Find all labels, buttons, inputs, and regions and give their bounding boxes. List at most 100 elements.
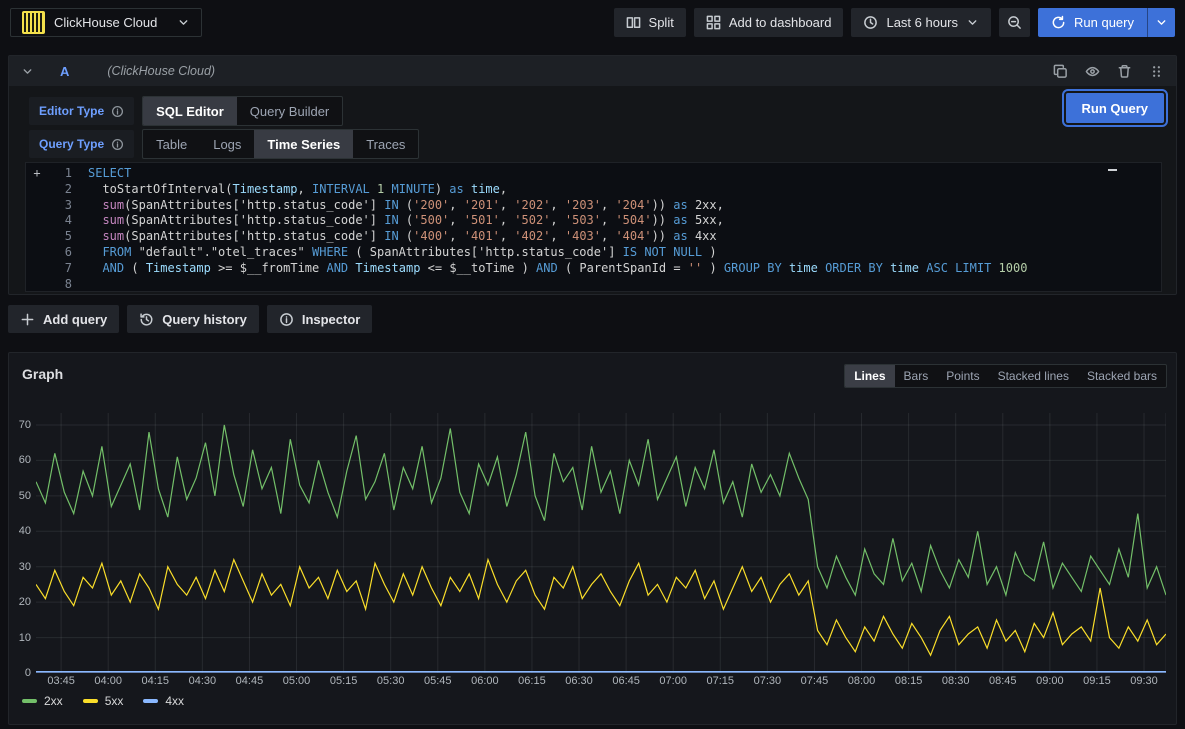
option-traces[interactable]: Traces — [353, 130, 418, 158]
sql-code-editor[interactable]: +1SELECT2 toStartOfInterval(Timestamp, I… — [25, 162, 1162, 292]
option-query-builder[interactable]: Query Builder — [237, 97, 342, 125]
apps-icon — [706, 15, 721, 30]
run-query-button[interactable]: Run query — [1038, 8, 1147, 37]
legend-item-5xx[interactable]: 5xx — [83, 694, 124, 708]
y-axis-tick-label: 70 — [9, 419, 31, 431]
gutter — [26, 213, 48, 229]
x-axis-tick-label: 07:45 — [792, 675, 836, 687]
code-text: sum(SpanAttributes['http.status_code'] I… — [88, 229, 717, 245]
x-axis-tick-label: 07:00 — [651, 675, 695, 687]
legend-swatch — [83, 699, 98, 703]
gutter — [26, 198, 48, 214]
code-text: sum(SpanAttributes['http.status_code'] I… — [88, 213, 724, 229]
history-icon — [139, 312, 154, 327]
y-axis-tick-label: 60 — [9, 454, 31, 466]
x-axis-tick-label: 09:00 — [1028, 675, 1072, 687]
code-line[interactable]: 3 sum(SpanAttributes['http.status_code']… — [26, 198, 1161, 214]
y-axis-tick-label: 30 — [9, 561, 31, 573]
zoom-out-button[interactable] — [999, 8, 1030, 37]
option-stacked-bars[interactable]: Stacked bars — [1078, 365, 1166, 387]
code-line[interactable]: 8 — [26, 277, 1161, 292]
editor-type-label-text: Editor Type — [39, 104, 104, 118]
add-query-label: Add query — [43, 312, 107, 327]
option-logs[interactable]: Logs — [200, 130, 254, 158]
x-axis-tick-label: 05:15 — [322, 675, 366, 687]
text-cursor — [1108, 169, 1117, 171]
x-axis-tick-label: 06:45 — [604, 675, 648, 687]
plus-icon — [20, 312, 35, 327]
code-line[interactable]: 5 sum(SpanAttributes['http.status_code']… — [26, 229, 1161, 245]
info-icon[interactable] — [111, 105, 124, 118]
code-line[interactable]: 2 toStartOfInterval(Timestamp, INTERVAL … — [26, 182, 1161, 198]
option-points[interactable]: Points — [937, 365, 988, 387]
code-line[interactable]: 4 sum(SpanAttributes['http.status_code']… — [26, 213, 1161, 229]
line-number: 2 — [48, 182, 88, 198]
graph-style-radio-group: LinesBarsPointsStacked linesStacked bars — [844, 364, 1167, 388]
info-circle-icon — [279, 312, 294, 327]
x-axis-tick-label: 08:15 — [887, 675, 931, 687]
chart-canvas[interactable] — [36, 407, 1166, 673]
code-line[interactable]: +1SELECT — [26, 166, 1161, 182]
explore-page: ClickHouse Cloud Split Add to dashboard … — [0, 0, 1185, 729]
query-row-header[interactable]: A (ClickHouse Cloud) — [9, 56, 1176, 86]
query-ref-id: A — [60, 64, 69, 79]
split-label: Split — [649, 15, 674, 30]
duplicate-query-icon[interactable] — [1053, 64, 1068, 79]
line-number: 5 — [48, 229, 88, 245]
option-bars[interactable]: Bars — [895, 365, 938, 387]
code-text: sum(SpanAttributes['http.status_code'] I… — [88, 198, 724, 214]
clickhouse-logo-icon — [22, 11, 45, 34]
legend-item-4xx[interactable]: 4xx — [143, 694, 184, 708]
gutter — [26, 182, 48, 198]
run-query-panel-button[interactable]: Run Query — [1066, 93, 1164, 123]
time-series-chart[interactable] — [36, 407, 1166, 673]
x-axis-tick-label: 07:30 — [745, 675, 789, 687]
time-range-picker[interactable]: Last 6 hours — [851, 8, 991, 37]
code-line[interactable]: 6 FROM "default"."otel_traces" WHERE ( S… — [26, 245, 1161, 261]
collapse-chevron-icon[interactable] — [21, 65, 34, 78]
x-axis-tick-label: 05:45 — [416, 675, 460, 687]
x-axis-tick-label: 03:45 — [39, 675, 83, 687]
code-line[interactable]: 7 AND ( Timestamp >= $__fromTime AND Tim… — [26, 261, 1161, 277]
x-axis-tick-label: 06:15 — [510, 675, 554, 687]
query-history-button[interactable]: Query history — [127, 305, 259, 333]
option-lines[interactable]: Lines — [845, 365, 894, 387]
sync-icon — [1051, 15, 1066, 30]
line-number: 1 — [48, 166, 88, 182]
datasource-name: ClickHouse Cloud — [54, 15, 157, 30]
add-query-button[interactable]: Add query — [8, 305, 119, 333]
option-sql-editor[interactable]: SQL Editor — [143, 97, 237, 125]
series-2xx — [36, 425, 1166, 595]
gutter — [26, 261, 48, 277]
y-axis-tick-label: 10 — [9, 632, 31, 644]
x-axis-tick-label: 09:30 — [1122, 675, 1166, 687]
option-stacked-lines[interactable]: Stacked lines — [989, 365, 1078, 387]
hide-query-eye-icon[interactable] — [1085, 64, 1100, 79]
inspector-button[interactable]: Inspector — [267, 305, 373, 333]
delete-query-trash-icon[interactable] — [1117, 64, 1132, 79]
run-query-split-button: Run query — [1038, 8, 1175, 37]
query-type-label-text: Query Type — [39, 137, 104, 151]
split-button[interactable]: Split — [614, 8, 686, 37]
drag-handle-icon[interactable] — [1149, 64, 1164, 79]
info-icon[interactable] — [111, 138, 124, 151]
add-line-icon: + — [26, 166, 48, 182]
add-to-dashboard-button[interactable]: Add to dashboard — [694, 8, 844, 37]
run-query-caret-button[interactable] — [1147, 8, 1175, 37]
query-type-radio-group: TableLogsTime SeriesTraces — [142, 129, 419, 159]
x-axis-tick-label: 08:00 — [840, 675, 884, 687]
query-datasource-hint: (ClickHouse Cloud) — [107, 64, 215, 78]
inspector-label: Inspector — [302, 312, 361, 327]
x-axis-tick-label: 04:15 — [133, 675, 177, 687]
x-axis-tick-label: 09:15 — [1075, 675, 1119, 687]
legend-item-2xx[interactable]: 2xx — [22, 694, 63, 708]
legend-label: 4xx — [165, 694, 184, 708]
query-history-label: Query history — [162, 312, 247, 327]
x-axis-tick-label: 05:30 — [369, 675, 413, 687]
option-time-series[interactable]: Time Series — [254, 130, 353, 158]
datasource-picker[interactable]: ClickHouse Cloud — [10, 8, 202, 37]
zoom-out-icon — [1007, 15, 1022, 30]
gutter — [26, 229, 48, 245]
x-axis-tick-label: 06:00 — [463, 675, 507, 687]
option-table[interactable]: Table — [143, 130, 200, 158]
